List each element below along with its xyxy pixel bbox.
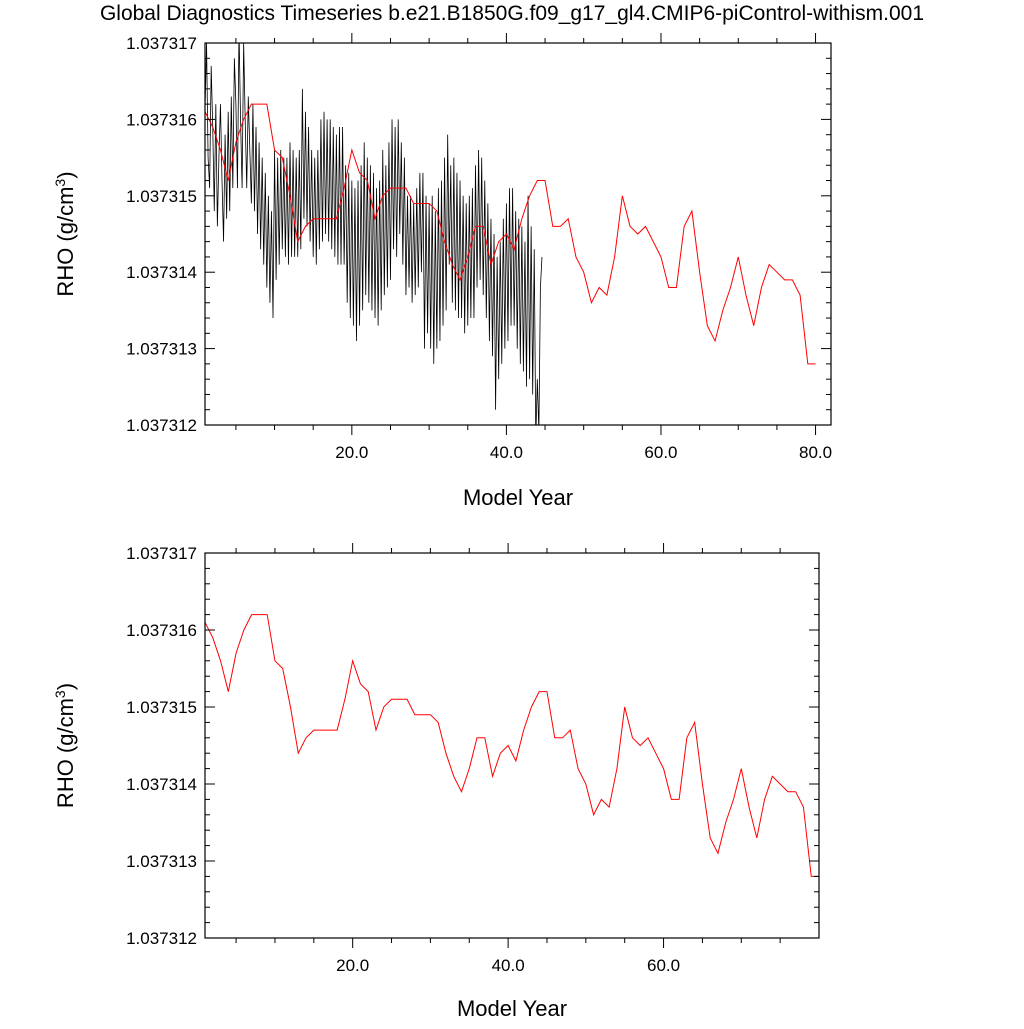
plot-frame xyxy=(204,42,832,426)
y-tick-label: 1.037313 xyxy=(126,340,197,359)
x-tick-label: 40.0 xyxy=(492,956,525,975)
plot-frame xyxy=(204,552,820,939)
x-tick-label: 80.0 xyxy=(799,443,832,462)
y-axis-title: RHO (g/cm3) xyxy=(52,683,78,808)
y-tick-label: 1.037316 xyxy=(126,110,197,129)
y-tick-label: 1.037312 xyxy=(126,929,197,948)
y-tick-label: 1.037316 xyxy=(126,621,197,640)
y-tick-label: 1.037317 xyxy=(126,544,197,563)
chart-panel-1: 1.037312 1.037313 1.037314 1.037315 1.037316… xyxy=(52,33,832,510)
monthly-series-line xyxy=(205,43,543,425)
x-tick-label: 20.0 xyxy=(335,443,368,462)
chart-panel-2: 1.037312 1.037313 1.037314 1.037315 1.037316… xyxy=(52,543,820,1021)
x-axis-title: Model Year xyxy=(463,485,573,510)
x-tick-label: 20.0 xyxy=(336,956,369,975)
y-tick-label: 1.037313 xyxy=(126,852,197,871)
x-tick-label: 40.0 xyxy=(490,443,523,462)
page-title: Global Diagnostics Timeseries b.e21.B185… xyxy=(99,2,925,25)
y-tick-label: 1.037315 xyxy=(126,187,197,206)
annual-series-line xyxy=(205,103,816,365)
y-tick-label: 1.037314 xyxy=(126,263,197,282)
y-tick-label: 1.037312 xyxy=(126,416,197,435)
y-tick-label: 1.037315 xyxy=(126,698,197,717)
x-tick-label: 60.0 xyxy=(647,956,680,975)
y-tick-label: 1.037317 xyxy=(126,34,197,53)
annual-series-line xyxy=(205,614,819,877)
y-axis-title: RHO (g/cm3) xyxy=(52,171,78,296)
x-tick-label: 60.0 xyxy=(644,443,677,462)
y-tick-label: 1.037314 xyxy=(126,775,197,794)
x-axis-title: Model Year xyxy=(457,996,567,1021)
